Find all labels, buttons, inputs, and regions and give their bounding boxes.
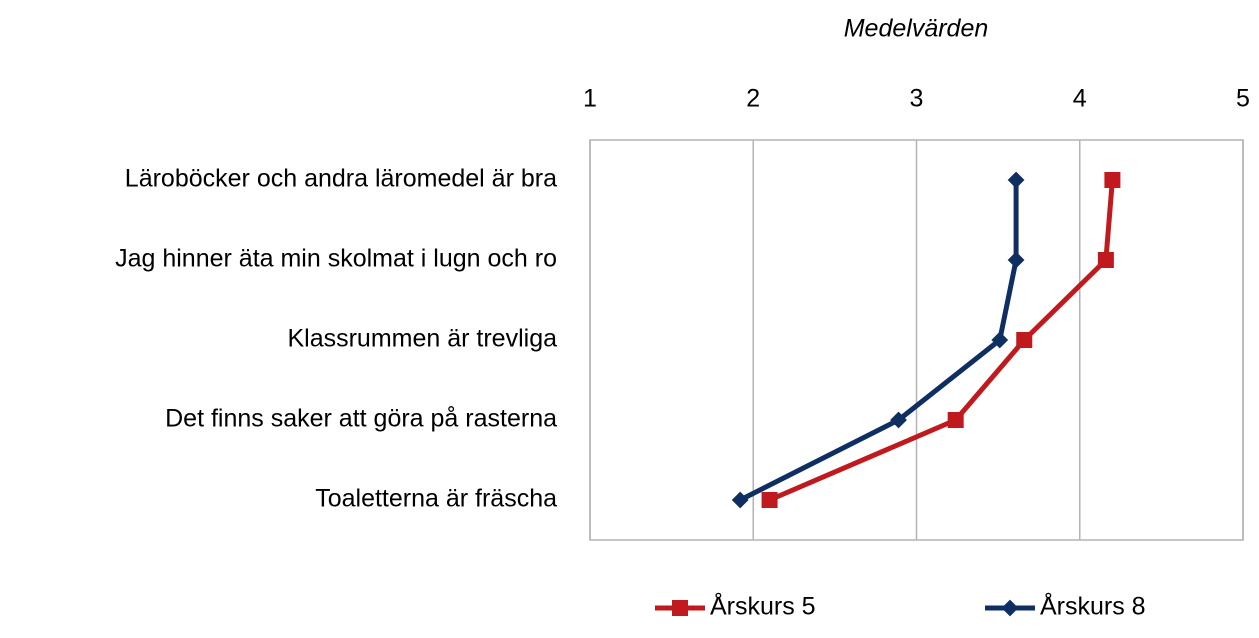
y-tick-label: Läroböcker och andra läromedel är bra [125,165,557,193]
marker [890,411,907,429]
x-tick-label: 5 [1236,85,1250,113]
marker [1016,332,1033,348]
marker [1007,171,1025,189]
marker [672,600,688,616]
marker [761,492,778,508]
legend-label: Årskurs 5 [710,591,816,621]
series-line [768,179,1115,503]
y-tick-label: Jag hinner äta min skolmat i lugn och ro [115,245,557,273]
x-tick-label: 2 [746,85,760,113]
marker [991,331,1009,349]
marker [1097,252,1114,268]
y-tick-label: Toaletterna är fräscha [315,485,557,513]
y-tick-label: Klassrummen är trevliga [287,325,557,353]
y-tick-label: Det finns saker att göra på rasterna [165,405,557,433]
legend-label: Årskurs 8 [1040,591,1146,621]
marker [1007,251,1025,269]
marker [731,491,749,509]
x-tick-label: 4 [1073,85,1087,113]
axis-title: Medelvärden [844,15,989,43]
marker [1001,599,1019,617]
marker [1104,172,1121,188]
x-tick-label: 3 [910,85,924,113]
marker [947,412,964,428]
x-tick-label: 1 [583,85,597,113]
